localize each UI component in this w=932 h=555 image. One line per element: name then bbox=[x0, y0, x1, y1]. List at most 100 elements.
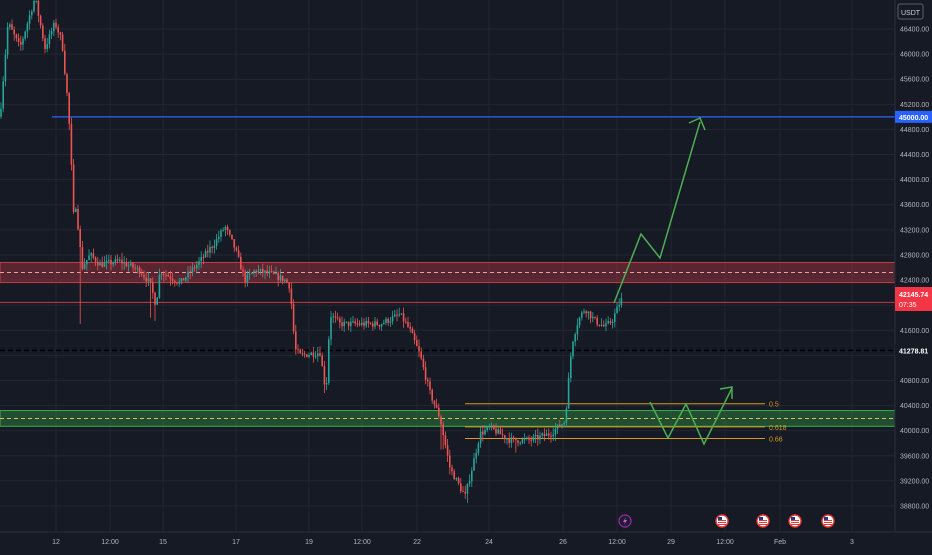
candle-body bbox=[9, 24, 11, 28]
candle-body bbox=[28, 15, 31, 24]
bullish-projection-path[interactable] bbox=[613, 121, 701, 304]
candle-body bbox=[468, 481, 471, 484]
candle-body bbox=[200, 257, 202, 262]
candle-body bbox=[264, 270, 266, 273]
us-flag-icon[interactable] bbox=[821, 514, 835, 528]
candle-body bbox=[132, 263, 134, 268]
candle-body bbox=[365, 320, 367, 326]
candle-body bbox=[570, 356, 572, 379]
candle-body bbox=[24, 31, 26, 39]
candle-body bbox=[310, 352, 312, 355]
candle-body bbox=[339, 318, 341, 323]
candle-body bbox=[517, 440, 519, 443]
price-tick-label: 41600.00 bbox=[900, 328, 929, 335]
currency-badge[interactable] bbox=[897, 3, 924, 20]
candle-body bbox=[97, 262, 99, 266]
time-tick-label: 29 bbox=[667, 539, 675, 546]
candle-body bbox=[81, 247, 84, 269]
candle-body bbox=[55, 22, 57, 28]
candle-body bbox=[13, 29, 15, 35]
candle-body bbox=[596, 317, 598, 325]
candle-body bbox=[325, 382, 328, 385]
candle-body bbox=[598, 324, 601, 326]
price-tick-label: 38800.00 bbox=[900, 504, 929, 511]
candle-body bbox=[75, 208, 77, 212]
candle-body bbox=[37, 0, 40, 16]
candle-body bbox=[297, 349, 299, 351]
candle-body bbox=[545, 433, 548, 436]
dashed-price-label: 41278.81 bbox=[899, 348, 928, 355]
candle-body bbox=[59, 32, 62, 35]
candle-body bbox=[53, 22, 55, 32]
us-flag-icon[interactable] bbox=[715, 514, 729, 528]
candle-body bbox=[125, 262, 128, 267]
candle-body bbox=[330, 317, 332, 340]
candle-body bbox=[134, 267, 136, 269]
candle-body bbox=[497, 429, 499, 434]
fib-level-label: 0.618 bbox=[769, 425, 787, 432]
candle-body bbox=[110, 259, 112, 265]
candle-body bbox=[504, 435, 506, 439]
alternate-projection-path[interactable] bbox=[649, 387, 733, 446]
candle-body bbox=[4, 54, 7, 82]
candle-body bbox=[185, 277, 187, 281]
candle-body bbox=[614, 313, 616, 322]
candle-body bbox=[224, 226, 227, 230]
candle-body bbox=[242, 269, 244, 272]
candle-body bbox=[321, 355, 323, 367]
candle-body bbox=[292, 304, 295, 332]
candle-body bbox=[83, 264, 86, 269]
candle-body bbox=[319, 353, 321, 356]
candle-body bbox=[174, 280, 176, 283]
candle-body bbox=[112, 262, 114, 265]
price-tick-label: 45200.00 bbox=[900, 102, 929, 109]
fib-level-label: 0.5 bbox=[769, 402, 779, 409]
candle-body bbox=[552, 434, 554, 437]
candle-body bbox=[314, 356, 317, 358]
candle-body bbox=[165, 274, 167, 276]
fib-level-label: 0.66 bbox=[769, 437, 783, 444]
current-price-label: 42145.74 bbox=[899, 292, 928, 299]
candle-body bbox=[66, 73, 68, 93]
candle-body bbox=[288, 282, 290, 289]
candle-body bbox=[61, 34, 64, 51]
candle-body bbox=[618, 304, 620, 307]
candle-body bbox=[477, 443, 480, 453]
candle-body bbox=[211, 247, 213, 249]
candle-body bbox=[479, 431, 482, 444]
us-flag-icon[interactable] bbox=[788, 514, 802, 528]
candle-body bbox=[455, 478, 458, 480]
candle-body bbox=[438, 407, 440, 417]
candle-body bbox=[246, 274, 249, 283]
price-tick-label: 45600.00 bbox=[900, 77, 929, 84]
candle-body bbox=[251, 272, 253, 274]
candle-body bbox=[248, 273, 251, 275]
candle-body bbox=[123, 262, 125, 264]
candle-body bbox=[312, 352, 315, 357]
candle-body bbox=[48, 34, 51, 45]
candle-body bbox=[15, 34, 18, 39]
time-tick-label: 3 bbox=[850, 539, 854, 546]
candle-body bbox=[605, 323, 607, 327]
us-flag-icon[interactable] bbox=[756, 514, 770, 528]
candle-body bbox=[6, 27, 9, 55]
candle-body bbox=[603, 324, 605, 327]
candle-body bbox=[501, 434, 504, 436]
alert-price-label: 45000.00 bbox=[899, 115, 928, 122]
alert-price-tag[interactable] bbox=[895, 110, 932, 123]
candle-body bbox=[88, 255, 90, 261]
candle-body bbox=[389, 321, 392, 323]
candle-body bbox=[145, 277, 147, 282]
candle-body bbox=[207, 250, 209, 253]
candle-body bbox=[286, 279, 288, 283]
candle-body bbox=[378, 325, 381, 327]
candle-body bbox=[156, 297, 158, 305]
candle-body bbox=[548, 433, 550, 436]
candle-body bbox=[233, 239, 235, 248]
lightning-icon[interactable] bbox=[618, 514, 632, 528]
candle-body bbox=[519, 442, 521, 444]
candle-body bbox=[279, 275, 282, 281]
time-tick-label: 24 bbox=[485, 539, 493, 546]
